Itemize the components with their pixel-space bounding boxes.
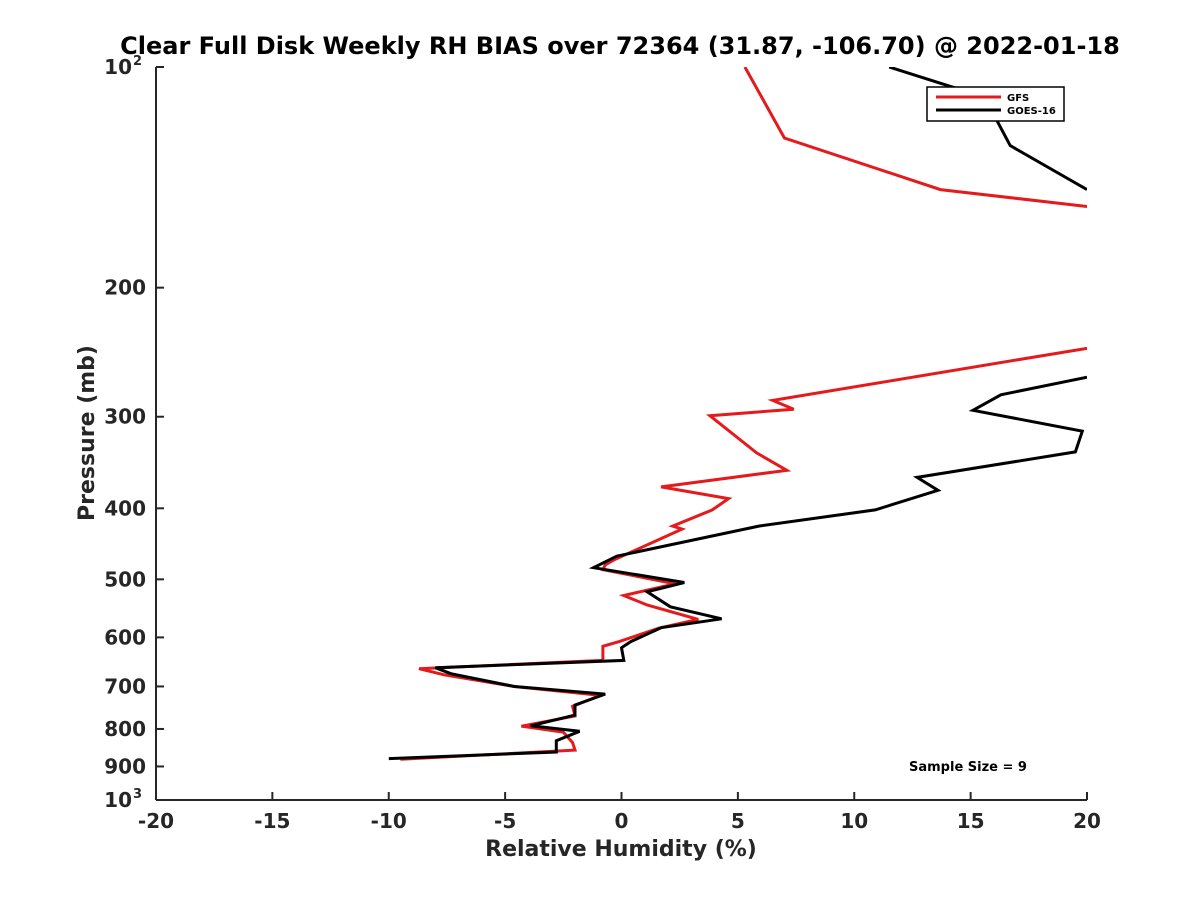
sample-size-annotation: Sample Size = 9 [909,760,1027,775]
y-tick-label: 300 [104,405,146,429]
x-tick-label: -5 [494,809,516,833]
x-tick-label: 10 [840,809,868,833]
x-tick-label: 15 [957,809,985,833]
legend: GFS GOES-16 [926,86,1065,122]
x-axis-label: Relative Humidity (%) [485,837,757,862]
series-line-gfs-1 [743,67,1087,208]
y-tick-label: 500 [104,567,146,591]
x-tick-label: 5 [731,809,745,833]
chart-title: Clear Full Disk Weekly RH BIAS over 7236… [120,32,1120,60]
series-line-gfs-2 [400,346,1087,761]
x-tick-label: -10 [371,809,407,833]
series-group [388,67,1087,761]
series-layer [388,67,1087,761]
y-tick-label: 600 [104,625,146,649]
y-tick-label: 400 [104,496,146,520]
y-axis-label: Pressure (mb) [75,345,100,521]
y-tick-label: 10 [104,788,132,812]
legend-box [926,86,1065,122]
y-tick-label: 10 [104,55,132,79]
y-tick-label: 900 [104,754,146,778]
y-tick-exponent: 2 [133,54,142,69]
legend-label: GFS [1007,93,1029,104]
x-tick-label: 20 [1073,809,1101,833]
legend-label: GOES-16 [1007,106,1056,117]
y-tick-label: 700 [104,674,146,698]
y-tick-label: 200 [104,276,146,300]
x-tick-label: -20 [138,809,174,833]
y-tick-label: 800 [104,717,146,741]
x-tick-label: 0 [615,809,629,833]
series-line-goes-16-1 [888,67,1087,191]
x-tick-label: -15 [254,809,290,833]
y-tick-exponent: 3 [133,787,142,802]
series-line-goes-16-2 [388,375,1087,761]
